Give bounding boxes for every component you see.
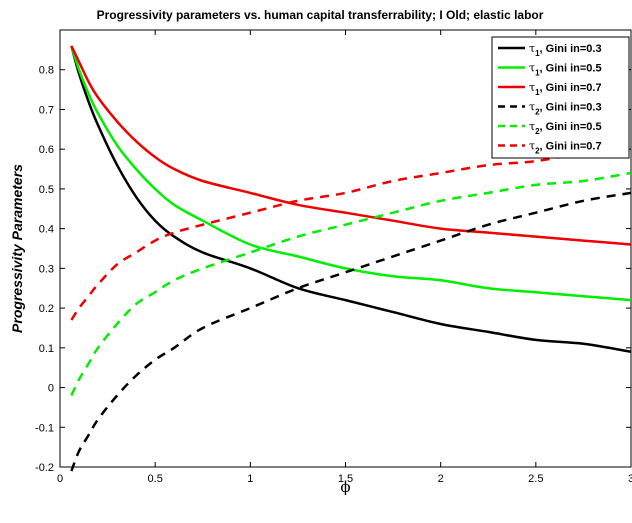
series-line-3: [70, 45, 632, 246]
y-tick-label: -0.2: [35, 462, 54, 474]
y-tick-label: 0.4: [39, 224, 54, 236]
x-tick-label: 2: [438, 473, 444, 485]
legend-label: τ2, Gini in=0.3: [529, 101, 602, 117]
x-tick-label: 3: [628, 473, 632, 485]
series-line-2: [70, 45, 632, 302]
y-tick-label: 0: [48, 383, 54, 395]
x-tick-label: 2.5: [528, 473, 543, 485]
legend-box: [491, 36, 630, 159]
legend-label: τ1, Gini in=0.3: [529, 42, 602, 58]
chart-title: Progressivity parameters vs. human capit…: [97, 8, 544, 22]
y-tick-label: 0.2: [39, 303, 54, 315]
y-tick-label: 0.3: [39, 263, 54, 275]
legend-label: τ2, Gini in=0.5: [529, 120, 602, 136]
x-tick-label: 0: [57, 473, 63, 485]
series-lines: [70, 45, 632, 472]
x-tick-label: 1: [247, 473, 253, 485]
legend: τ1, Gini in=0.3 τ1, Gini in=0.5 τ1, Gini i…: [491, 36, 630, 159]
series-line-4: [70, 191, 632, 472]
y-tick-label: 0.8: [39, 65, 54, 77]
y-axis-label: Progressivity Parameters: [9, 164, 25, 333]
x-tick-label: 0.5: [148, 473, 163, 485]
axis-ticks: 0 0.5 1 1.5 2 2.5 3 -0.2 -0.1 0 0.1 0.2 0.3 0.4 0.5 0.6…: [35, 30, 632, 485]
x-axis-label: ϕ: [340, 478, 350, 496]
y-tick-label: 0.7: [39, 104, 54, 116]
legend-label: τ2, Gini in=0.7: [529, 140, 602, 156]
legend-label: τ1, Gini in=0.5: [529, 62, 602, 78]
y-tick-label: -0.1: [35, 422, 54, 434]
y-tick-label: 0.1: [39, 343, 54, 355]
y-tick-label: 0.5: [39, 184, 54, 196]
series-line-5: [70, 171, 632, 397]
x-tick-label: 1.5: [338, 473, 353, 485]
legend-label: τ1, Gini in=0.7: [529, 81, 602, 97]
y-tick-label: 0.6: [39, 144, 54, 156]
